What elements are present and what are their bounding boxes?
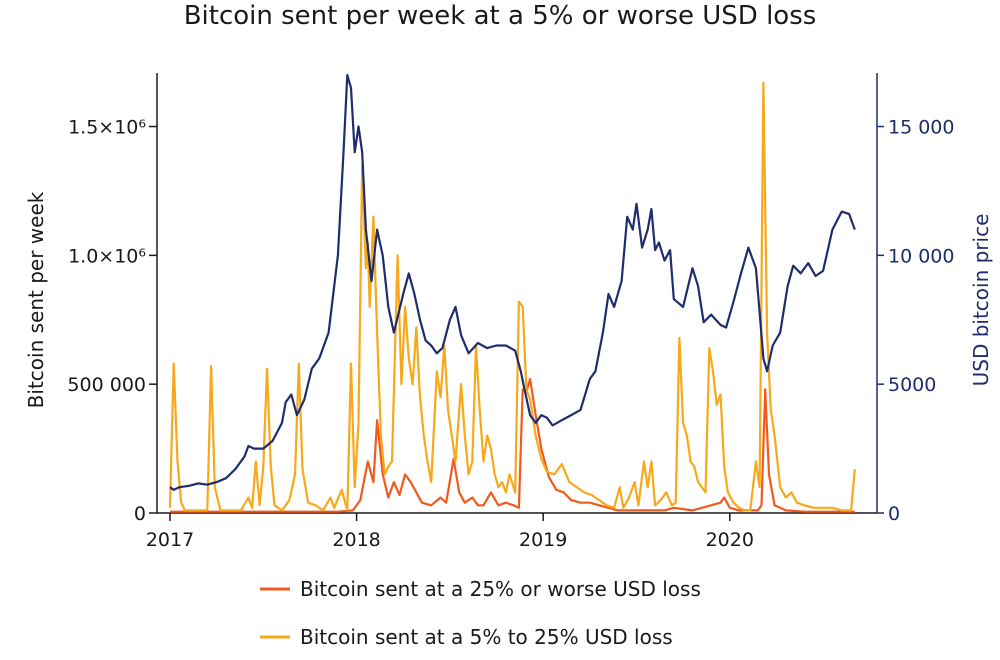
legend-label: Bitcoin sent at a 25% or worse USD loss	[300, 577, 701, 601]
right-y-tick-label: 0	[888, 503, 900, 525]
series-line-loss-5-25	[168, 81, 856, 512]
x-tick-label: 2019	[519, 529, 567, 551]
left-y-tick-label: 500 000	[67, 374, 146, 396]
x-tick-label: 2020	[706, 529, 754, 551]
left-y-tick-label: 0	[134, 503, 146, 525]
left-y-tick-label: 1.0×10⁶	[68, 245, 146, 267]
series-line-price	[169, 73, 856, 491]
right-y-tick-label: 10 000	[888, 245, 954, 267]
left-axis-label: Bitcoin sent per week	[24, 191, 48, 408]
x-tick-label: 2018	[332, 529, 380, 551]
chart-title: Bitcoin sent per week at a 5% or worse U…	[184, 1, 817, 31]
right-y-tick-label: 15 000	[888, 117, 954, 139]
right-axis-label: USD bitcoin price	[969, 214, 993, 387]
x-tick-label: 2017	[146, 529, 194, 551]
left-y-tick-label: 1.5×10⁶	[68, 117, 146, 139]
right-y-tick-label: 5000	[888, 374, 936, 396]
legend-label: Bitcoin sent at a 5% to 25% USD loss	[300, 625, 673, 649]
